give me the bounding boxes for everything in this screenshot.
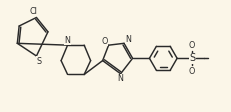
Text: O: O [101,37,107,45]
Text: O: O [188,41,195,50]
Text: Cl: Cl [29,6,37,16]
Text: N: N [117,74,123,83]
Text: O: O [188,67,195,76]
Text: S: S [188,53,194,63]
Text: S: S [36,57,42,66]
Text: N: N [64,36,70,45]
Text: N: N [125,35,131,44]
